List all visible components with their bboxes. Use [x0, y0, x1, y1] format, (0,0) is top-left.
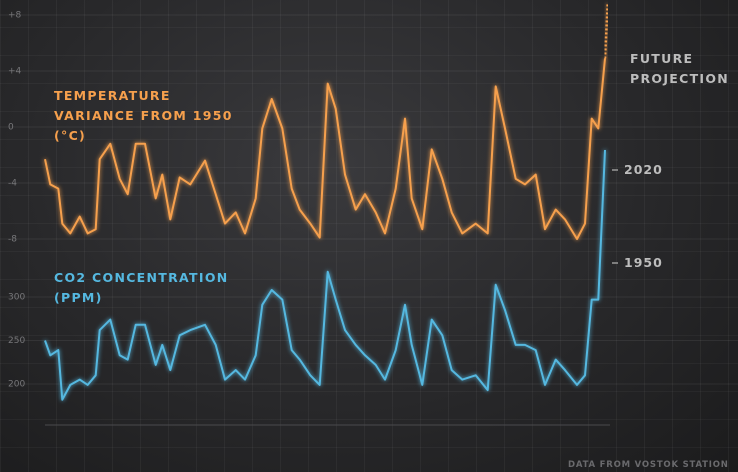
y-tick-label: -4: [8, 179, 17, 189]
series-label: FUTURE PROJECTION: [630, 51, 730, 86]
series-line: [603, 3, 609, 59]
y-tick-label: +8: [8, 11, 22, 21]
y2-tick-label: 250: [8, 336, 25, 346]
series-line: [44, 58, 606, 240]
y-tick-label: +4: [8, 67, 22, 77]
y2-tick-label: 300: [8, 293, 25, 303]
y2-tick-label: 200: [8, 380, 25, 390]
y-tick-label: -8: [8, 235, 17, 245]
source-note: DATA FROM VOSTOK STATION: [568, 460, 729, 470]
y-tick-label: 0: [8, 123, 14, 133]
series-line: [44, 149, 606, 401]
series-label: TEMPERATURE VARIANCE FROM 1950 (°C): [54, 88, 233, 143]
series-label: CO2 CONCENTRATION (PPM): [54, 270, 229, 305]
annotation: 1950: [624, 255, 663, 270]
annotation: 2020: [624, 162, 663, 177]
